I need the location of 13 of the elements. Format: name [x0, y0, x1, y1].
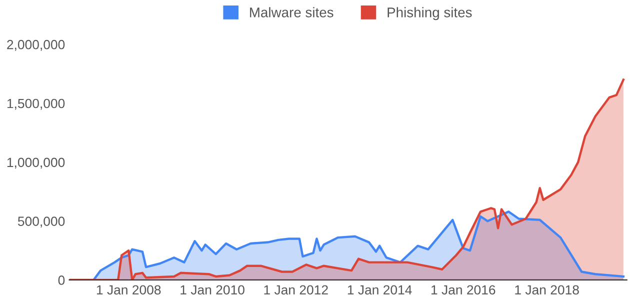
x-tick-label: 1 Jan 2008 [96, 285, 161, 295]
y-tick-label: 2,000,000 [7, 40, 65, 51]
x-tick-label: 1 Jan 2016 [431, 285, 496, 295]
y-tick-label: 0 [58, 276, 65, 285]
x-tick-label: 1 Jan 2012 [264, 285, 328, 295]
y-tick-label: 1,000,000 [7, 158, 65, 169]
y-tick-label: 500,000 [18, 216, 65, 228]
y-tick-label: 1,500,000 [7, 98, 65, 110]
legend-label: Phishing sites [388, 7, 472, 20]
x-tick-label: 1 Jan 2010 [180, 285, 244, 295]
x-tick-label: 1 Jan 2018 [515, 285, 579, 295]
legend-label: Malware sites [250, 7, 334, 18]
x-tick-label: 1 Jan 2014 [348, 285, 412, 295]
